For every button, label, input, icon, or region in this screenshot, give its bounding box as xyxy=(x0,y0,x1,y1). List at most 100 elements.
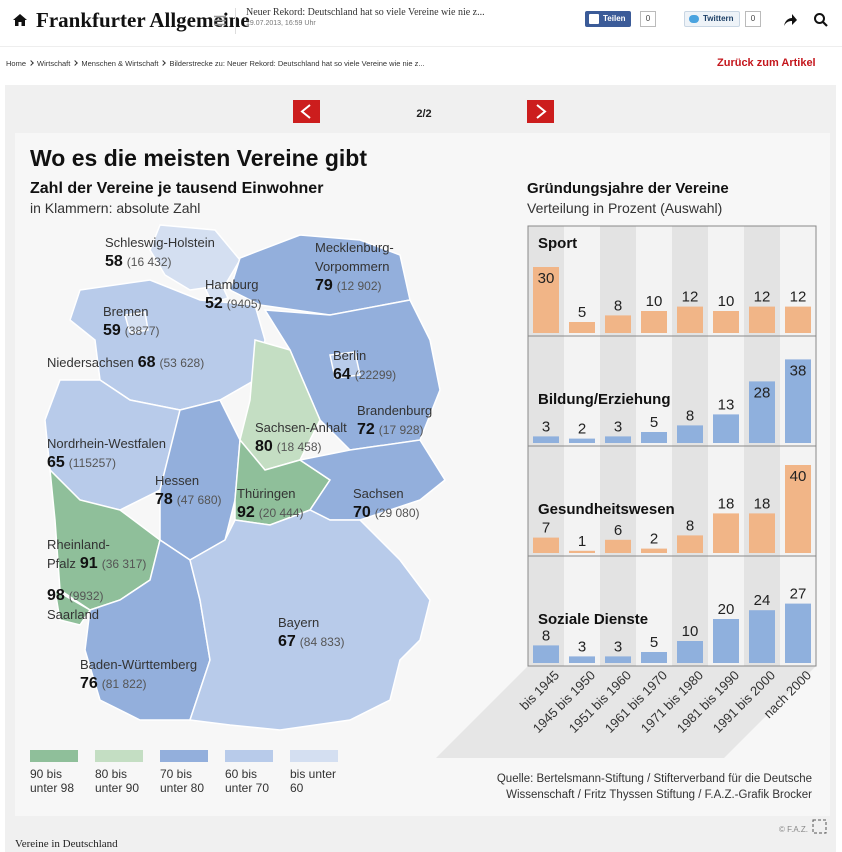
state-value: 68 xyxy=(138,354,156,371)
state-label: Berlin xyxy=(333,348,366,363)
bar-value: 2 xyxy=(650,531,658,548)
bar xyxy=(749,381,775,443)
state-count: (3877) xyxy=(125,324,160,338)
bar xyxy=(785,465,811,553)
home-icon[interactable] xyxy=(12,13,28,27)
state-value: 64 xyxy=(333,366,351,383)
bar xyxy=(677,641,703,663)
bar xyxy=(605,436,631,443)
state-value: 65 xyxy=(47,454,65,471)
panel-name: Bildung/Erziehung xyxy=(538,391,671,408)
caption: Vereine in Deutschland xyxy=(15,838,118,850)
source-line: Quelle: Bertelsmann-Stiftung / Stifterve… xyxy=(497,773,812,785)
panel-name: Soziale Dienste xyxy=(538,611,648,628)
prev-button[interactable] xyxy=(293,100,320,123)
state-shape xyxy=(54,588,92,626)
legend-label: 80 bis xyxy=(95,767,127,781)
prev-arrow xyxy=(300,104,311,119)
bar-value: 3 xyxy=(542,418,550,435)
state-count: (20 444) xyxy=(259,506,304,520)
state-count: (84 833) xyxy=(300,635,345,649)
search-icon[interactable] xyxy=(813,12,829,28)
chart-frame xyxy=(527,225,817,667)
state-label: 76 (81 822) xyxy=(80,675,147,692)
facebook-icon xyxy=(589,14,599,24)
breadcrumb-item[interactable]: Wirtschaft xyxy=(37,59,71,68)
bar xyxy=(569,550,595,553)
state-label: 65 (115257) xyxy=(47,454,116,471)
bar xyxy=(569,656,595,663)
state-value: 59 xyxy=(103,322,121,339)
legend-swatch xyxy=(290,750,338,762)
state-label: Nordrhein-Westfalen xyxy=(47,436,166,451)
bar-value: 3 xyxy=(614,418,622,435)
bar-value: 12 xyxy=(682,289,699,306)
state-label: Saarland xyxy=(47,607,99,622)
legend-label: unter 90 xyxy=(95,781,139,795)
legend-label: 60 xyxy=(290,781,304,795)
state-label: Mecklenburg- xyxy=(315,240,394,255)
legend-swatch xyxy=(95,750,143,762)
bar-value: 20 xyxy=(718,601,735,618)
separator xyxy=(72,60,79,66)
state-shape xyxy=(124,311,149,334)
state-name: Saarland xyxy=(47,607,99,622)
legend-label: 70 bis xyxy=(160,767,192,781)
state-count: (115257) xyxy=(69,456,116,470)
copyright: © F.A.Z. xyxy=(779,825,808,834)
state-name: Hessen xyxy=(155,473,199,488)
bar-value: 2 xyxy=(578,421,586,438)
state-count: (9932) xyxy=(69,589,104,603)
state-label: 58 (16 432) xyxy=(105,253,172,270)
state-label: 78 (47 680) xyxy=(155,491,222,508)
share-arrow[interactable] xyxy=(782,12,798,28)
state-count: (36 317) xyxy=(102,557,147,571)
bar xyxy=(569,322,595,333)
legend-label: unter 70 xyxy=(225,781,269,795)
state-name: Mecklenburg- xyxy=(315,240,394,255)
state-label: 72 (17 928) xyxy=(357,421,424,438)
bar xyxy=(533,645,559,663)
state-name: Hamburg xyxy=(205,277,258,292)
state-count: (9405) xyxy=(227,297,262,311)
state-count: (22299) xyxy=(355,368,396,382)
bar-value: 5 xyxy=(650,634,658,651)
state-name: Brandenburg xyxy=(357,403,432,418)
state-value: 78 xyxy=(155,491,173,508)
menu-icon[interactable] xyxy=(214,15,226,26)
state-label: Hamburg xyxy=(205,277,258,292)
state-label: Brandenburg xyxy=(357,403,432,418)
graphic-title: Wo es die meisten Vereine gibt xyxy=(30,145,367,171)
bar-value: 12 xyxy=(754,289,771,306)
state-label: Niedersachsen 68 (53 628) xyxy=(47,354,204,371)
state-label: 80 (18 458) xyxy=(255,438,322,455)
legend-label: 60 bis xyxy=(225,767,257,781)
state-count: (18 458) xyxy=(277,440,322,454)
legend-label: bis unter xyxy=(290,767,336,781)
fullscreen-icon[interactable] xyxy=(812,819,827,834)
state-label: Pfalz 91 (36 317) xyxy=(47,555,146,572)
breadcrumb-item[interactable]: Home xyxy=(6,59,27,68)
state-count: (12 902) xyxy=(337,279,382,293)
legend-label: 90 bis xyxy=(30,767,62,781)
state-name: Bremen xyxy=(103,304,149,319)
breadcrumb: Home Wirtschaft Menschen & Wirtschaft Bilde… xyxy=(6,59,425,68)
breadcrumb-item[interactable]: Bilderstrecke zu: Neuer Rekord: Deutschl… xyxy=(169,59,425,68)
bar xyxy=(785,359,811,443)
state-label: 59 (3877) xyxy=(103,322,159,339)
bar-value: 38 xyxy=(790,362,807,379)
state-label: Thüringen xyxy=(237,486,296,501)
tweet-button[interactable]: Twittern xyxy=(684,11,740,27)
bar xyxy=(641,432,667,443)
state-label: Bayern xyxy=(278,615,319,630)
back-link[interactable]: Zurück zum Artikel xyxy=(717,57,816,69)
state-count: (81 822) xyxy=(102,677,147,691)
state-label: 67 (84 833) xyxy=(278,633,345,650)
bar-value: 7 xyxy=(542,520,550,537)
chart-subtitle: Verteilung in Prozent (Auswahl) xyxy=(527,200,722,216)
next-button[interactable] xyxy=(527,100,554,123)
share-count: 0 xyxy=(640,11,656,27)
category-band xyxy=(436,666,816,758)
breadcrumb-item[interactable]: Menschen & Wirtschaft xyxy=(81,59,159,68)
